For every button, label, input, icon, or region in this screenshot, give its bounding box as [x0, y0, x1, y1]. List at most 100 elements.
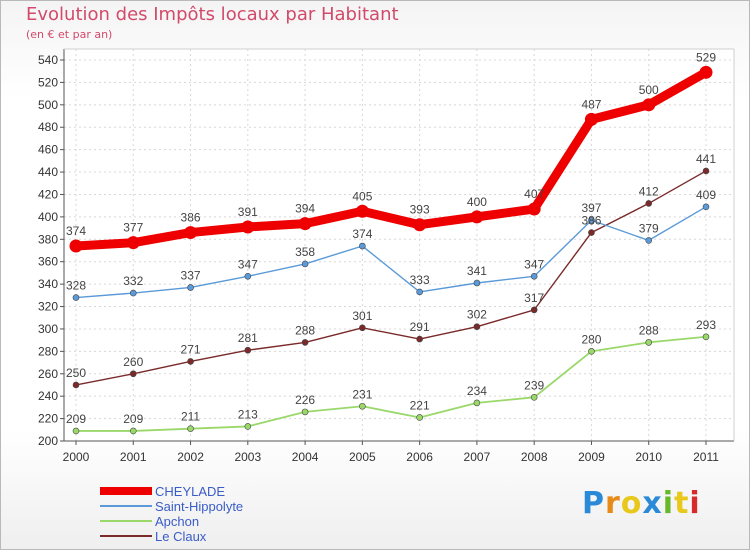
- data-label: 374: [66, 224, 86, 238]
- logo-letter: i: [689, 486, 701, 521]
- legend-item: Saint-Hippolyte: [100, 499, 350, 514]
- data-point: [699, 65, 713, 79]
- data-label: 293: [696, 318, 716, 332]
- data-label: 487: [581, 97, 601, 111]
- data-point: [301, 260, 309, 268]
- legend-swatch: [100, 487, 152, 495]
- data-label: 280: [581, 332, 601, 346]
- data-label: 288: [295, 323, 315, 337]
- y-tick-label: 260: [38, 367, 58, 381]
- data-label: 291: [410, 320, 430, 334]
- data-point: [588, 229, 595, 236]
- data-point: [416, 288, 423, 296]
- legend-item: CHEYLADE: [100, 484, 350, 499]
- data-point: [359, 402, 366, 410]
- data-point: [244, 423, 252, 430]
- x-tick-label: 2009: [578, 450, 605, 464]
- legend-label: CHEYLADE: [155, 484, 226, 499]
- series-line-cheylade: [71, 67, 711, 251]
- chart-title: Evolution des Impôts locaux par Habitant: [26, 4, 399, 25]
- data-label: 397: [581, 201, 601, 215]
- x-tick-label: 2006: [406, 450, 433, 464]
- data-label: 301: [352, 309, 372, 323]
- data-point: [530, 393, 538, 401]
- data-point: [301, 408, 309, 416]
- data-point: [69, 239, 83, 253]
- data-label: 328: [66, 279, 86, 293]
- data-label: 500: [639, 83, 659, 97]
- data-point: [588, 348, 595, 355]
- data-label: 211: [181, 410, 200, 424]
- x-tick-label: 2001: [120, 450, 147, 464]
- x-tick-label: 2003: [234, 450, 261, 464]
- data-label: 377: [123, 221, 143, 235]
- y-tick-label: 520: [38, 75, 58, 89]
- y-tick-label: 340: [38, 277, 58, 291]
- data-point: [416, 414, 423, 421]
- data-point: [413, 218, 427, 232]
- data-point: [126, 236, 140, 250]
- y-tick-label: 500: [38, 98, 58, 112]
- legend-label: Saint-Hippolyte: [155, 499, 244, 514]
- y-tick-label: 380: [38, 232, 58, 246]
- y-tick-label: 480: [38, 120, 58, 134]
- data-label: 337: [181, 268, 201, 282]
- y-tick-label: 280: [38, 344, 58, 358]
- data-label: 260: [123, 355, 143, 369]
- data-label: 317: [524, 291, 544, 305]
- x-tick-label: 2005: [349, 450, 376, 464]
- data-point: [588, 216, 595, 224]
- y-tick-label: 400: [38, 210, 58, 224]
- data-point: [473, 399, 481, 407]
- data-point: [244, 272, 252, 280]
- data-point: [72, 381, 80, 389]
- data-point: [301, 339, 309, 346]
- x-tick-label: 2011: [693, 450, 719, 464]
- data-point: [184, 226, 198, 240]
- x-tick-label: 2000: [63, 450, 90, 464]
- data-label: 412: [639, 184, 659, 198]
- data-point: [129, 370, 137, 378]
- data-label: 400: [467, 195, 487, 209]
- data-label: 409: [696, 188, 716, 202]
- series-line-saint-hippolyte: [75, 206, 707, 299]
- data-label: 347: [524, 257, 544, 271]
- data-point: [473, 323, 481, 331]
- data-label: 391: [238, 205, 258, 219]
- legend-swatch: [100, 535, 152, 537]
- y-tick-label: 200: [38, 434, 58, 448]
- data-label: 332: [123, 274, 143, 288]
- data-label: 226: [295, 393, 315, 407]
- data-point: [642, 98, 656, 112]
- data-label: 281: [238, 331, 258, 345]
- y-tick-label: 420: [38, 187, 58, 201]
- data-label: 209: [66, 412, 86, 426]
- data-label: 405: [352, 189, 372, 203]
- data-point: [187, 284, 194, 291]
- data-point: [355, 204, 369, 218]
- x-tick-label: 2007: [464, 450, 491, 464]
- logo-letter: o: [620, 486, 643, 521]
- data-point: [645, 200, 653, 207]
- data-label: 394: [295, 202, 315, 216]
- legend-label: Apchon: [155, 514, 200, 529]
- data-label: 358: [295, 245, 315, 259]
- series-line-apchon: [75, 335, 707, 432]
- x-tick-label: 2010: [635, 450, 662, 464]
- data-label: 209: [123, 412, 143, 426]
- data-label: 341: [467, 264, 487, 278]
- data-point: [645, 237, 653, 244]
- proxiti-logo: Proxiti: [582, 486, 701, 521]
- legend: CHEYLADE Saint-Hippolyte Apchon Le Claux: [100, 484, 350, 544]
- data-point: [702, 203, 710, 211]
- data-point: [416, 335, 423, 343]
- logo-letter: r: [605, 486, 621, 521]
- logo-letter: x: [642, 486, 663, 521]
- data-point: [129, 289, 137, 297]
- data-label: 386: [181, 211, 201, 225]
- data-point: [702, 167, 710, 175]
- data-label: 529: [696, 50, 716, 64]
- data-label: 333: [410, 273, 430, 287]
- y-tick-label: 300: [38, 322, 58, 336]
- legend-swatch: [100, 520, 152, 522]
